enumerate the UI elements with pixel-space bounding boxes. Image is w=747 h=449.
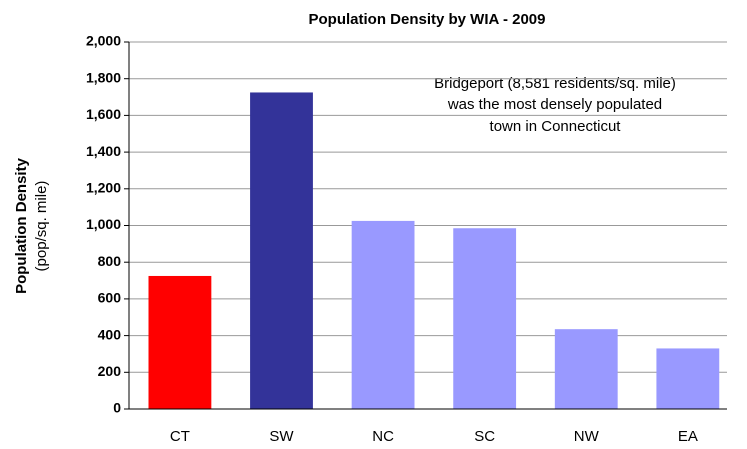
y-tick-label: 0 xyxy=(113,400,121,416)
bar xyxy=(351,220,415,409)
y-tick-label: 1,800 xyxy=(86,69,121,85)
y-tick-label: 2,000 xyxy=(86,33,121,49)
x-tick-label: SW xyxy=(269,428,294,445)
x-tick-label: NW xyxy=(574,428,600,445)
y-tick-label: 1,200 xyxy=(86,180,121,196)
bar xyxy=(554,329,618,409)
annotation: town in Connecticut xyxy=(490,118,622,135)
y-tick-label: 200 xyxy=(98,363,122,379)
x-tick-label: SC xyxy=(474,428,495,445)
y-axis-sublabel: (pop/sq. mile) xyxy=(33,181,50,272)
y-tick-label: 1,600 xyxy=(86,106,121,122)
y-axis-label: Population Density xyxy=(13,157,30,294)
y-tick-label: 800 xyxy=(98,253,122,269)
annotation: Bridgeport (8,581 residents/sq. mile) xyxy=(434,75,676,92)
bar xyxy=(656,348,720,409)
chart-title: Population Density by WIA - 2009 xyxy=(309,11,546,28)
x-tick-label: NC xyxy=(372,428,394,445)
x-tick-label: EA xyxy=(678,428,698,445)
annotation: was the most densely populated xyxy=(447,96,662,113)
y-tick-label: 1,000 xyxy=(86,216,121,232)
y-tick-label: 1,400 xyxy=(86,143,121,159)
bar xyxy=(148,275,212,409)
bar xyxy=(250,92,313,410)
x-tick-label: CT xyxy=(170,428,190,445)
bar xyxy=(453,228,517,409)
y-tick-label: 600 xyxy=(98,290,122,306)
y-tick-label: 400 xyxy=(98,326,122,342)
